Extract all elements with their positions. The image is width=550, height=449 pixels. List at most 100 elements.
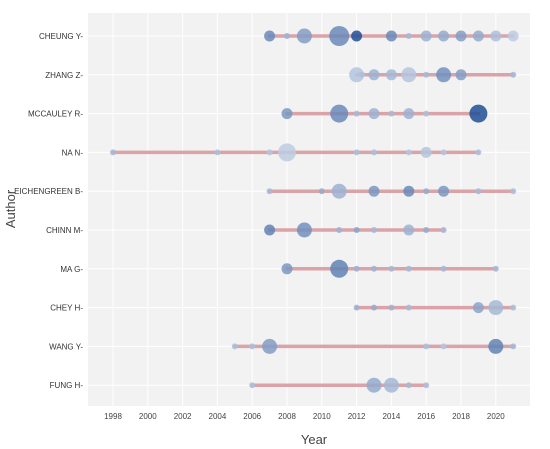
bubble-cheung-y-2015 (405, 33, 412, 39)
bubble-chinn-m-2016 (423, 227, 430, 233)
plot-panel (88, 13, 530, 406)
bubble-chey-h-2021 (510, 304, 517, 311)
bubble-fung-h-2016 (423, 382, 430, 389)
bubble-na-n-2013 (371, 149, 377, 156)
author-label-chinn-m: CHINN M- (46, 226, 83, 235)
bubble-eichengreen-b-2013 (368, 185, 380, 197)
bubble-ma-g-2008 (281, 263, 293, 275)
author-label-eichengreen-b: EICHENGREEN B- (14, 187, 83, 196)
bubble-na-n-2016 (420, 146, 432, 158)
author-label-na-n: NA N- (62, 148, 84, 157)
bubble-mccauley-r-2008 (281, 108, 293, 120)
bubble-mccauley-r-2015 (403, 108, 415, 120)
bubble-na-n-2007 (266, 149, 273, 156)
bubble-mccauley-r-2012 (353, 110, 360, 117)
bubble-cheung-y-2008 (284, 33, 290, 39)
author-label-fung-h: FUNG H- (50, 381, 84, 390)
author-label-ma-g: MA G- (60, 265, 83, 274)
bubble-zhang-z-2012 (349, 67, 365, 83)
bubble-ma-g-2015 (405, 265, 412, 272)
bubble-ma-g-2012 (353, 265, 360, 272)
bubble-zhang-z-2018 (455, 69, 467, 81)
bubble-na-n-2015 (405, 149, 412, 156)
bubble-fung-h-2014 (383, 377, 399, 393)
bubble-wang-y-2016 (423, 343, 430, 350)
bubble-eichengreen-b-2021 (510, 188, 517, 195)
author-label-wang-y: WANG Y- (49, 342, 83, 351)
bubble-zhang-z-2016 (423, 71, 430, 78)
bubble-cheung-y-2011 (329, 26, 350, 46)
bubble-zhang-z-2014 (385, 69, 397, 81)
y-axis-title: Author (3, 189, 18, 228)
bubble-na-n-2008 (278, 143, 296, 162)
x-axis-title: Year (301, 432, 328, 447)
bubble-cheung-y-2020 (490, 30, 502, 42)
x-tick-label-2020: 2020 (487, 412, 505, 421)
bubble-ma-g-2014 (388, 265, 395, 272)
x-tick-label-2010: 2010 (313, 412, 331, 421)
bubble-chinn-m-2013 (371, 227, 377, 233)
bubble-chinn-m-2009 (296, 222, 312, 238)
bubble-wang-y-2005 (231, 343, 238, 350)
x-tick-label-2004: 2004 (209, 412, 227, 421)
bubbles (110, 26, 519, 393)
x-tick-label-2014: 2014 (383, 412, 401, 421)
bubble-cheung-y-2009 (296, 28, 312, 44)
bubble-ma-g-2017 (440, 265, 447, 272)
bubble-ma-g-2011 (330, 259, 349, 278)
bubble-eichengreen-b-2011 (331, 183, 347, 199)
bubble-ma-g-2020 (492, 265, 499, 272)
bubble-cheung-y-2012 (351, 30, 363, 42)
bubble-cheung-y-2019 (472, 30, 484, 42)
bubble-fung-h-2006 (249, 382, 256, 389)
author-label-mccauley-r: MCCAULEY R- (28, 110, 83, 119)
bubble-mccauley-r-2011 (330, 104, 349, 123)
author-label-cheung-y: CHEUNG Y- (39, 32, 83, 41)
bubble-chey-h-2015 (405, 304, 412, 311)
bubble-ma-g-2013 (371, 265, 377, 272)
bubble-mccauley-r-2016 (423, 110, 430, 117)
bubble-cheung-y-2018 (455, 30, 467, 42)
bubble-eichengreen-b-2015 (403, 185, 415, 197)
bubble-chey-h-2012 (353, 304, 360, 311)
bubble-chey-h-2013 (371, 304, 377, 311)
bubble-wang-y-2020 (488, 338, 504, 354)
bubble-eichengreen-b-2016 (423, 188, 430, 195)
bubble-cheung-y-2021 (507, 30, 519, 42)
bubble-wang-y-2021 (510, 343, 517, 350)
bubble-fung-h-2015 (405, 382, 412, 389)
bubble-na-n-2017 (440, 149, 447, 156)
bubble-cheung-y-2016 (420, 30, 432, 42)
x-tick-label-2000: 2000 (139, 412, 157, 421)
bubble-eichengreen-b-2017 (438, 185, 450, 197)
bubble-wang-y-2017 (440, 343, 447, 350)
bubble-chey-h-2020 (488, 300, 504, 316)
bubble-mccauley-r-2014 (388, 110, 395, 117)
x-tick-labels: 1998 2000 2002 2004 2006 2008 2010 2012 2014 2016… (104, 412, 505, 421)
bubble-na-n-2012 (353, 149, 360, 156)
bubble-cheung-y-2014 (385, 30, 397, 42)
bubble-zhang-z-2017 (436, 67, 452, 83)
x-tick-label-2002: 2002 (174, 412, 192, 421)
bubble-chinn-m-2011 (336, 227, 343, 233)
bubble-mccauley-r-2019 (469, 104, 488, 123)
bubble-zhang-z-2013 (368, 69, 380, 81)
author-labels: CHEUNG Y- ZHANG Z- MCCAULEY R- NA N- EICHENG… (14, 32, 83, 390)
bubble-wang-y-2006 (249, 343, 256, 350)
bubble-na-n-2004 (214, 149, 221, 156)
bubble-mccauley-r-2013 (368, 108, 380, 120)
bubble-chey-h-2014 (388, 304, 395, 311)
x-tick-label-2008: 2008 (278, 412, 296, 421)
x-tick-label-1998: 1998 (104, 412, 122, 421)
x-tick-label-2016: 2016 (417, 412, 435, 421)
author-label-zhang-z: ZHANG Z- (45, 71, 83, 80)
bubble-zhang-z-2012_3 (358, 71, 365, 78)
bubble-zhang-z-2015 (401, 67, 417, 83)
bubble-na-n-2019 (475, 149, 482, 156)
bubble-chey-h-2019 (472, 302, 484, 314)
bubble-chinn-m-2015 (403, 224, 415, 236)
bubble-fung-h-2013 (366, 377, 382, 393)
bubble-na-n-1998 (110, 149, 116, 156)
bubble-eichengreen-b-2010 (318, 188, 325, 195)
